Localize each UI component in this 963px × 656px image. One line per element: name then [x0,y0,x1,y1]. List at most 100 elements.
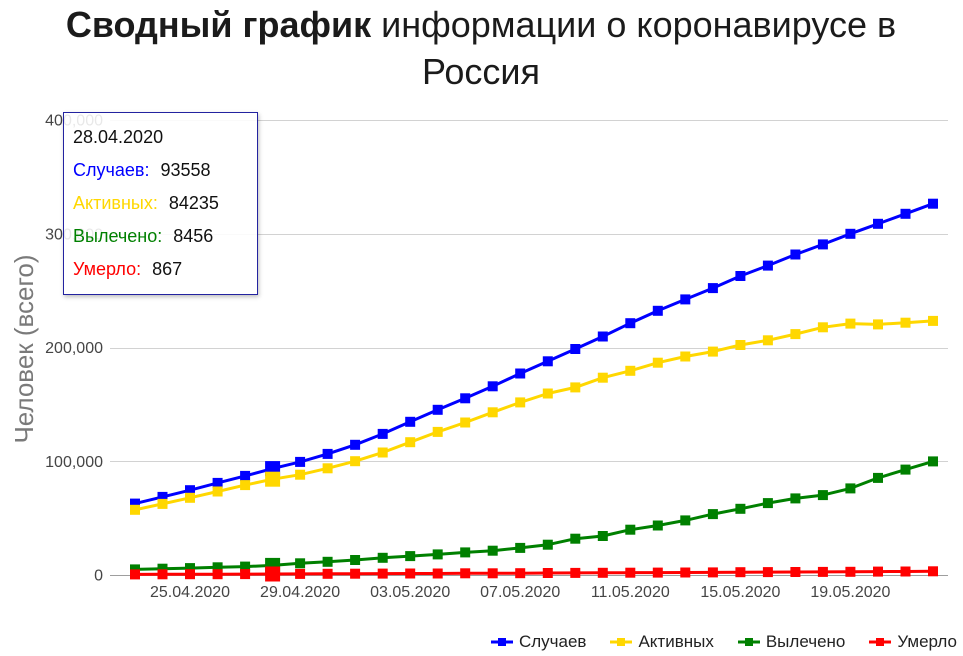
data-point-recovered[interactable] [762,498,773,509]
data-point-deaths[interactable] [570,567,581,578]
legend-item-deaths[interactable]: Умерло [869,632,957,652]
data-point-recovered[interactable] [790,493,801,504]
data-point-active[interactable] [405,437,416,448]
data-point-cases[interactable] [680,294,691,305]
data-point-active[interactable] [817,322,828,333]
data-point-deaths[interactable] [432,568,443,579]
data-point-deaths[interactable] [515,568,526,579]
data-point-active[interactable] [625,365,636,376]
data-point-deaths[interactable] [157,569,168,580]
data-point-recovered[interactable] [845,483,856,494]
data-point-active[interactable] [322,463,333,474]
data-point-active[interactable] [515,397,526,408]
data-point-recovered[interactable] [707,509,718,520]
data-point-active[interactable] [570,382,581,393]
data-point-cases[interactable] [350,439,361,450]
data-point-recovered[interactable] [735,503,746,514]
data-point-cases[interactable] [735,271,746,281]
data-point-deaths[interactable] [845,566,856,577]
data-point-recovered[interactable] [185,563,195,574]
data-point-recovered[interactable] [405,551,416,562]
data-point-active[interactable] [680,351,691,362]
data-point-active[interactable] [460,417,471,428]
data-point-active[interactable] [928,315,938,326]
data-point-recovered[interactable] [542,539,553,550]
data-point-cases[interactable] [900,208,911,219]
data-point-deaths[interactable] [790,567,801,577]
data-point-recovered[interactable] [322,556,333,567]
legend-item-active[interactable]: Активных [610,632,714,652]
data-point-active[interactable] [432,426,443,437]
data-point-recovered[interactable] [680,515,691,526]
data-point-cases[interactable] [157,491,168,502]
data-point-recovered[interactable] [625,524,636,535]
data-point-deaths[interactable] [900,566,911,577]
data-point-deaths[interactable] [405,568,416,579]
legend-item-recovered[interactable]: Вылечено [737,632,845,652]
data-point-active[interactable] [377,447,388,458]
data-point-active[interactable] [212,486,223,497]
data-point-deaths[interactable] [625,567,636,578]
data-point-cases[interactable] [707,283,718,294]
data-point-deaths[interactable] [817,566,828,577]
data-point-recovered[interactable] [460,547,471,558]
data-point-active[interactable] [542,388,553,399]
data-point-active[interactable] [185,492,195,503]
data-point-active[interactable] [652,357,663,368]
data-point-deaths[interactable] [597,567,608,578]
data-point-deaths[interactable] [185,569,195,580]
data-point-active[interactable] [735,340,746,350]
data-point-cases[interactable] [240,470,251,481]
data-point-active[interactable] [845,318,856,329]
data-point-deaths[interactable] [680,567,691,578]
data-point-cases[interactable] [845,228,856,239]
data-point-active[interactable] [130,504,140,515]
data-point-deaths[interactable] [873,566,883,577]
data-point-cases[interactable] [405,416,416,427]
data-point-recovered[interactable] [212,562,223,573]
data-point-active[interactable] [873,319,883,330]
data-point-recovered[interactable] [487,545,498,556]
data-point-deaths[interactable] [762,567,773,578]
data-point-active[interactable] [900,317,911,328]
data-point-cases[interactable] [185,485,195,496]
data-point-cases[interactable] [652,305,663,316]
data-point-recovered[interactable] [570,533,581,544]
data-point-active[interactable] [265,471,281,487]
data-point-cases[interactable] [322,448,333,459]
data-point-active[interactable] [790,329,801,340]
data-point-deaths[interactable] [130,569,140,580]
data-point-recovered[interactable] [652,520,663,531]
data-point-active[interactable] [157,498,168,509]
data-point-deaths[interactable] [240,569,251,580]
data-point-deaths[interactable] [652,567,663,578]
data-point-active[interactable] [295,469,306,480]
data-point-active[interactable] [707,346,718,357]
data-point-cases[interactable] [817,239,828,250]
data-point-deaths[interactable] [707,567,718,578]
data-point-cases[interactable] [542,356,553,367]
data-point-deaths[interactable] [460,568,471,579]
data-point-cases[interactable] [873,218,883,229]
data-point-active[interactable] [350,456,361,467]
data-point-recovered[interactable] [157,563,168,574]
legend-item-cases[interactable]: Случаев [490,632,586,652]
data-point-recovered[interactable] [928,456,938,467]
data-point-cases[interactable] [597,331,608,342]
data-point-cases[interactable] [212,477,223,488]
data-point-cases[interactable] [432,404,443,415]
data-point-recovered[interactable] [240,561,251,572]
data-point-deaths[interactable] [212,569,223,580]
data-point-deaths[interactable] [928,566,938,577]
data-point-deaths[interactable] [322,568,333,579]
data-point-cases[interactable] [377,428,388,439]
data-point-recovered[interactable] [515,542,526,553]
data-point-recovered[interactable] [873,472,883,483]
data-point-cases[interactable] [928,198,938,209]
data-point-active[interactable] [762,335,773,346]
data-point-cases[interactable] [295,456,306,467]
data-point-deaths[interactable] [350,568,361,579]
data-point-recovered[interactable] [377,552,388,563]
data-point-cases[interactable] [460,393,471,404]
data-point-deaths[interactable] [265,566,281,582]
